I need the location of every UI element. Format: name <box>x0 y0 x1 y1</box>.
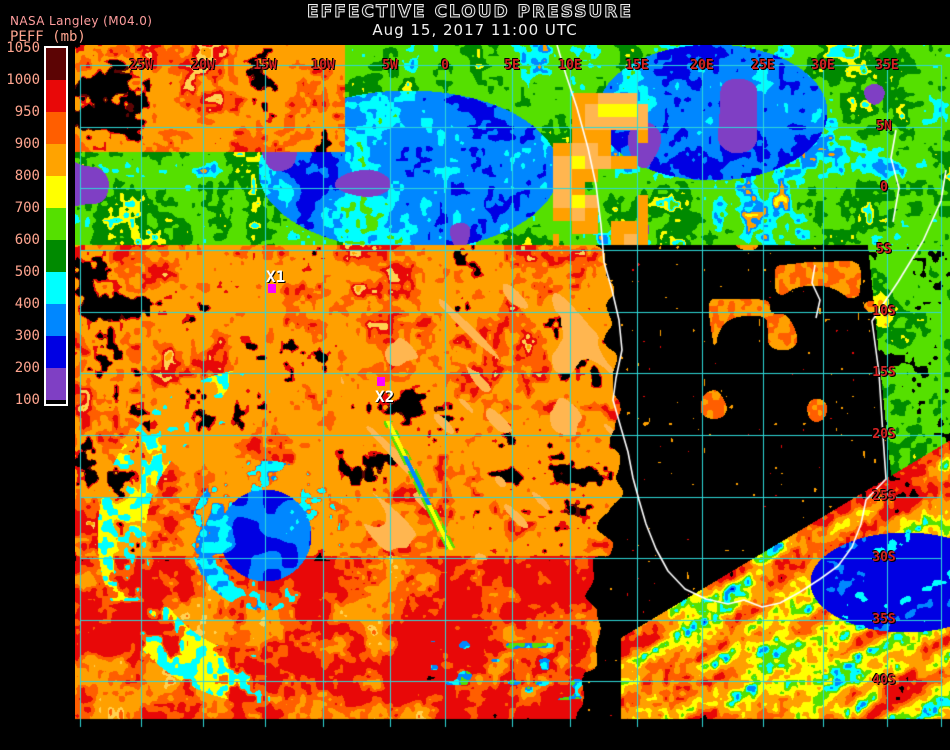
lon-label: 35E <box>875 58 899 73</box>
lat-label: 5N <box>876 119 892 134</box>
lon-label: 15W <box>253 58 277 73</box>
lat-label: 15S <box>872 365 896 380</box>
colorbar-segment <box>46 48 66 80</box>
colorbar-tick: 900 <box>14 136 40 152</box>
colorbar-ticks: 1050 1000 950 900 800 700 600 500 400 300 200 100 <box>0 0 40 420</box>
lat-label: 20S <box>872 427 896 442</box>
nasa-langley-credit: NASA Langley (M04.0) <box>10 14 153 28</box>
colorbar-tick: 300 <box>14 328 40 344</box>
lon-label: 20W <box>191 58 215 73</box>
colorbar-segment <box>46 144 66 176</box>
colorbar <box>44 46 68 406</box>
colorbar-title: PEFF (mb) <box>10 29 86 45</box>
lon-label: 0 <box>441 58 449 73</box>
lon-label: 5E <box>504 58 520 73</box>
cloud-pressure-map <box>75 45 950 728</box>
lat-label: 5S <box>876 242 892 257</box>
colorbar-tick: 500 <box>14 264 40 280</box>
lat-label: 25S <box>872 489 896 504</box>
lat-label: 0 <box>880 180 888 195</box>
lon-label: 10E <box>558 58 582 73</box>
colorbar-tick: 400 <box>14 296 40 312</box>
footer-bar: MT10 EFFECTIVE CLOUD PRESSURE AUG 15, 20… <box>0 728 950 750</box>
marker-dot-x2 <box>377 377 385 386</box>
colorbar-tick: 200 <box>14 360 40 376</box>
lon-label: 20E <box>690 58 714 73</box>
colorbar-segment <box>46 368 66 400</box>
marker-label-x1: X1 <box>266 267 286 286</box>
colorbar-tick: 800 <box>14 168 40 184</box>
lat-label: 10S <box>872 304 896 319</box>
lon-label: 10W <box>311 58 335 73</box>
colorbar-segment <box>46 208 66 240</box>
lon-label: 15E <box>625 58 649 73</box>
colorbar-tick: 100 <box>14 392 40 408</box>
title-bar: EFFECTIVE CLOUD PRESSURE <box>307 2 633 23</box>
colorbar-tick: 700 <box>14 200 40 216</box>
lat-label: 40S <box>872 673 896 688</box>
colorbar-tick: 600 <box>14 232 40 248</box>
colorbar-tick: 950 <box>14 104 40 120</box>
lat-label: 30S <box>872 550 896 565</box>
colorbar-tick: 1050 <box>6 40 40 56</box>
lon-label: 5W <box>382 58 398 73</box>
page-title: EFFECTIVE CLOUD PRESSURE <box>307 2 633 22</box>
colorbar-segment <box>46 272 66 304</box>
lon-label: 25W <box>129 58 153 73</box>
lon-label: 25E <box>751 58 775 73</box>
colorbar-segment <box>46 304 66 336</box>
colorbar-segment <box>46 336 66 368</box>
page-subtitle: Aug 15, 2017 11:00 UTC <box>372 21 578 39</box>
marker-label-x2: X2 <box>375 387 395 406</box>
marker-dot-x1 <box>268 284 276 293</box>
colorbar-segment <box>46 176 66 208</box>
colorbar-tick: 1000 <box>6 72 40 88</box>
colorbar-segment <box>46 112 66 144</box>
colorbar-segment <box>46 240 66 272</box>
lat-label: 35S <box>872 612 896 627</box>
colorbar-segment <box>46 80 66 112</box>
lon-label: 30E <box>811 58 835 73</box>
